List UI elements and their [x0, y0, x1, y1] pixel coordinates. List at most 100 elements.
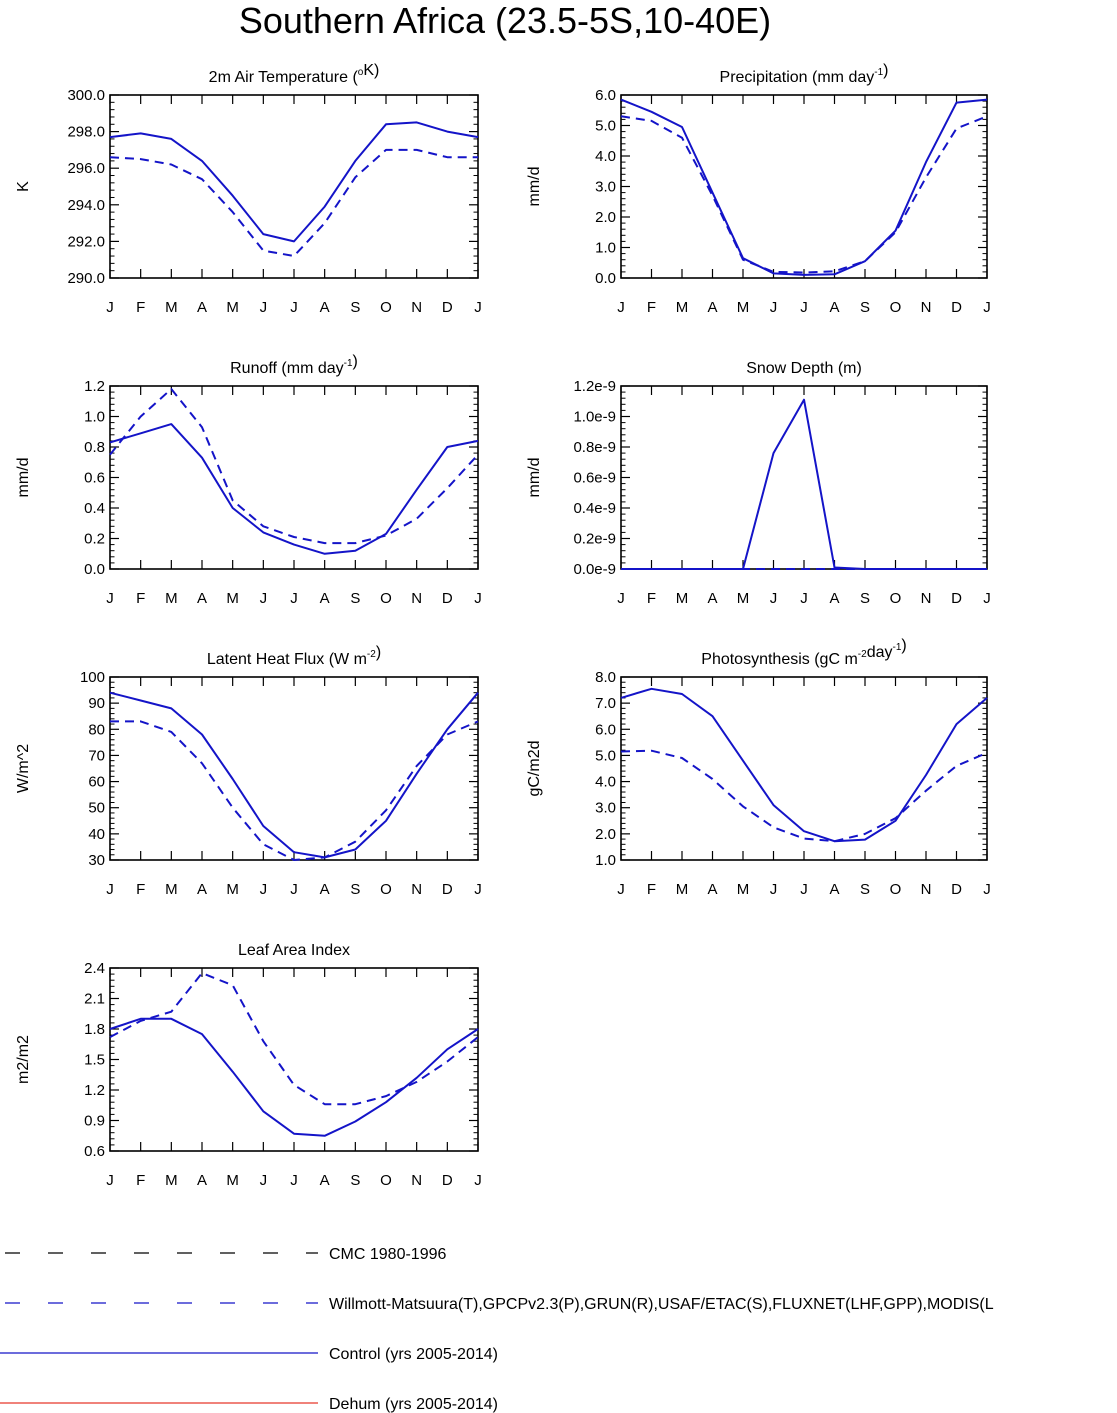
x-tick-label: A — [707, 881, 717, 898]
legend-item: Control (yrs 2005-2014) — [0, 1346, 498, 1363]
x-tick-label: A — [197, 1172, 207, 1189]
x-tick-label: M — [226, 881, 239, 898]
series-line-control — [621, 398, 987, 570]
y-tick-label: 0.4e-9 — [573, 500, 616, 517]
plot-frame — [109, 94, 479, 279]
y-tick-label: 1.5 — [84, 1052, 105, 1069]
x-tick-label: N — [921, 881, 932, 898]
x-tick-label: A — [320, 590, 330, 607]
chart-title-text: Precipitation (mm day — [720, 69, 875, 86]
chart-title-superscript: -1 — [892, 642, 901, 653]
plot-frame — [620, 94, 988, 279]
chart-title-superscript: -1 — [874, 67, 883, 78]
y-tick-label: 0.2e-9 — [573, 531, 616, 548]
chart-panel-lai: Leaf Area Index m2/m2 0.6 0.9 1.2 1.5 1.8 2.1 2.… — [15, 942, 482, 1189]
y-tick-label: 2.1 — [84, 991, 105, 1008]
x-tick-label: J — [800, 299, 808, 316]
plot-frame — [109, 676, 479, 861]
x-tick-label: N — [411, 299, 422, 316]
x-tick-label: A — [197, 299, 207, 316]
chart-title-superscript: -2 — [858, 649, 867, 660]
y-tick-label: 7.0 — [595, 695, 616, 712]
chart-title-text: ) — [353, 353, 358, 370]
y-tick-label: 90 — [88, 695, 105, 712]
x-tick-label: J — [290, 881, 298, 898]
x-tick-label: J — [770, 299, 778, 316]
series-line-control — [109, 691, 479, 859]
y-tick-label: 298.0 — [67, 124, 105, 141]
legend-label: Control (yrs 2005-2014) — [329, 1346, 498, 1363]
x-tick-label: F — [136, 1172, 145, 1189]
x-tick-label: A — [320, 881, 330, 898]
x-tick-label: S — [860, 881, 870, 898]
y-tick-label: 2.0 — [595, 826, 616, 843]
x-tick-label: A — [707, 590, 717, 607]
x-tick-label: N — [921, 590, 932, 607]
chart-title-text: K) — [363, 62, 379, 79]
x-tick-label: S — [350, 881, 360, 898]
y-tick-label: 290.0 — [67, 270, 105, 287]
y-tick-label: 5.0 — [595, 118, 616, 135]
x-tick-label: J — [106, 590, 114, 607]
y-tick-label: 300.0 — [67, 87, 105, 104]
chart-panel-t2m: 2m Air Temperature (oK) K 290.0 292.0 294.0 2… — [15, 62, 482, 316]
plot-frame — [620, 385, 988, 570]
series-line-observations — [109, 972, 479, 1106]
y-tick-label: 296.0 — [67, 160, 105, 177]
x-tick-label: F — [136, 299, 145, 316]
chart-panels: 2m Air Temperature (oK) K 290.0 292.0 294.0 2… — [15, 62, 991, 1189]
x-tick-label: M — [737, 299, 750, 316]
chart-title: Photosynthesis (gC m-2day-1) — [701, 637, 906, 668]
series-line-control — [620, 687, 988, 843]
x-tick-label: M — [676, 881, 689, 898]
y-tick-label: 1.0 — [595, 852, 616, 869]
x-tick-label: S — [350, 1172, 360, 1189]
chart-panel-precip: Precipitation (mm day-1) mm/d 0.0 1.0 2.0 3.0… — [526, 62, 991, 316]
y-tick-label: 1.2 — [84, 378, 105, 395]
x-tick-label: N — [411, 881, 422, 898]
y-axis-label: mm/d — [526, 167, 543, 207]
x-tick-label: F — [647, 590, 656, 607]
chart-title-text: Photosynthesis (gC m — [701, 651, 858, 668]
y-tick-label: 4.0 — [595, 774, 616, 791]
chart-title-superscript: o — [358, 67, 364, 78]
x-tick-label: S — [860, 299, 870, 316]
series-line-control — [620, 98, 988, 276]
x-tick-label: D — [442, 881, 453, 898]
chart-title: Latent Heat Flux (W m-2) — [207, 644, 381, 668]
y-tick-label: 0.8 — [84, 439, 105, 456]
x-tick-label: J — [474, 299, 482, 316]
y-tick-label: 30 — [88, 852, 105, 869]
legend-label: CMC 1980-1996 — [329, 1246, 447, 1263]
x-tick-label: M — [226, 590, 239, 607]
y-tick-label: 294.0 — [67, 197, 105, 214]
chart-title-text: day — [867, 644, 893, 661]
x-tick-label: M — [165, 299, 178, 316]
x-tick-label: A — [320, 299, 330, 316]
x-tick-label: O — [380, 299, 392, 316]
series-line-observations — [110, 720, 479, 861]
x-tick-label: J — [770, 881, 778, 898]
x-tick-label: S — [350, 590, 360, 607]
y-tick-label: 5.0 — [595, 747, 616, 764]
series-line-control — [109, 121, 479, 243]
x-tick-label: M — [737, 881, 750, 898]
y-tick-label: 1.0 — [84, 409, 105, 426]
x-tick-label: J — [260, 1172, 268, 1189]
y-tick-label: 70 — [88, 747, 105, 764]
x-tick-label: J — [983, 590, 991, 607]
series-line-control — [109, 423, 479, 555]
x-tick-label: D — [442, 299, 453, 316]
y-tick-label: 0.0 — [84, 561, 105, 578]
x-tick-label: M — [165, 590, 178, 607]
y-tick-label: 2.4 — [84, 960, 105, 977]
y-tick-label: 100 — [80, 669, 105, 686]
x-tick-label: O — [380, 1172, 392, 1189]
y-tick-label: 0.6 — [84, 1143, 105, 1160]
x-tick-label: O — [890, 881, 902, 898]
chart-panel-gpp: Photosynthesis (gC m-2day-1) gC/m2d 1.0 2.0… — [526, 637, 991, 898]
plot-frame — [109, 385, 479, 570]
x-tick-label: D — [951, 590, 962, 607]
chart-title-superscript: -1 — [344, 358, 353, 369]
chart-title-text: Runoff (mm day — [230, 360, 344, 377]
